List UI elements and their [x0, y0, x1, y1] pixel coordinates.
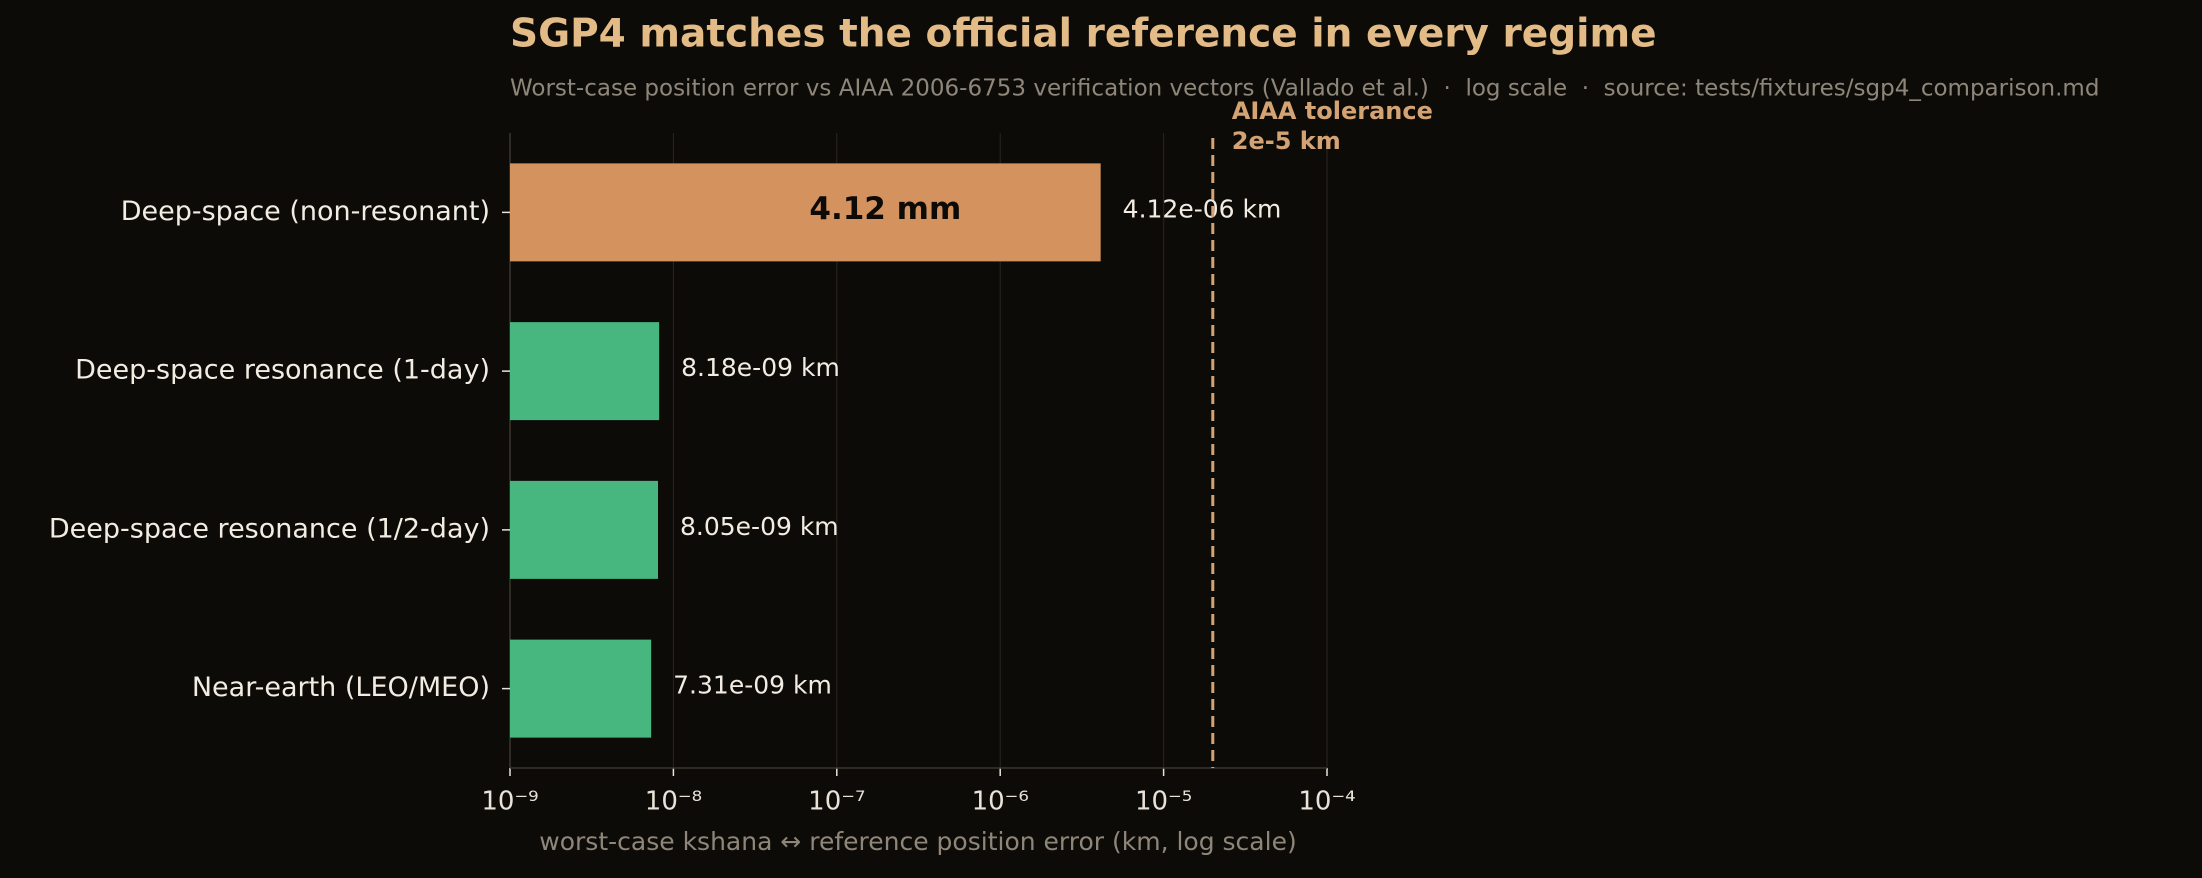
x-tick-label: 10⁻⁵: [1135, 787, 1192, 817]
value-label: 7.31e-09 km: [673, 671, 832, 700]
x-tick-label: 10⁻⁸: [645, 787, 702, 817]
chart-title: SGP4 matches the official reference in e…: [510, 12, 1657, 57]
bar: [510, 322, 660, 421]
y-tick-label: Deep-space resonance (1-day): [75, 355, 490, 386]
tolerance-label: AIAA tolerance: [1232, 97, 1433, 125]
x-tick-label: 10⁻⁷: [808, 787, 865, 817]
y-tick-label: Deep-space (non-resonant): [121, 196, 490, 227]
x-tick-label: 10⁻⁶: [972, 787, 1029, 817]
bar: [510, 639, 652, 738]
x-axis-label: worst-case kshana ↔ reference position e…: [539, 827, 1296, 856]
value-label: 8.18e-09 km: [681, 353, 840, 382]
value-label: 4.12e-06 km: [1123, 194, 1282, 223]
x-tick-label: 10⁻⁹: [481, 787, 538, 817]
y-tick-label: Deep-space resonance (1/2-day): [49, 513, 490, 544]
x-tick-label: 10⁻⁴: [1298, 787, 1355, 817]
bar-annotation: 4.12 mm: [809, 191, 961, 227]
bar: [510, 163, 1101, 262]
tolerance-label: 2e-5 km: [1232, 127, 1341, 155]
value-label: 8.05e-09 km: [680, 512, 839, 541]
chart-subtitle: Worst-case position error vs AIAA 2006-6…: [510, 76, 2099, 102]
y-tick-label: Near-earth (LEO/MEO): [192, 672, 490, 703]
bar: [510, 480, 659, 579]
